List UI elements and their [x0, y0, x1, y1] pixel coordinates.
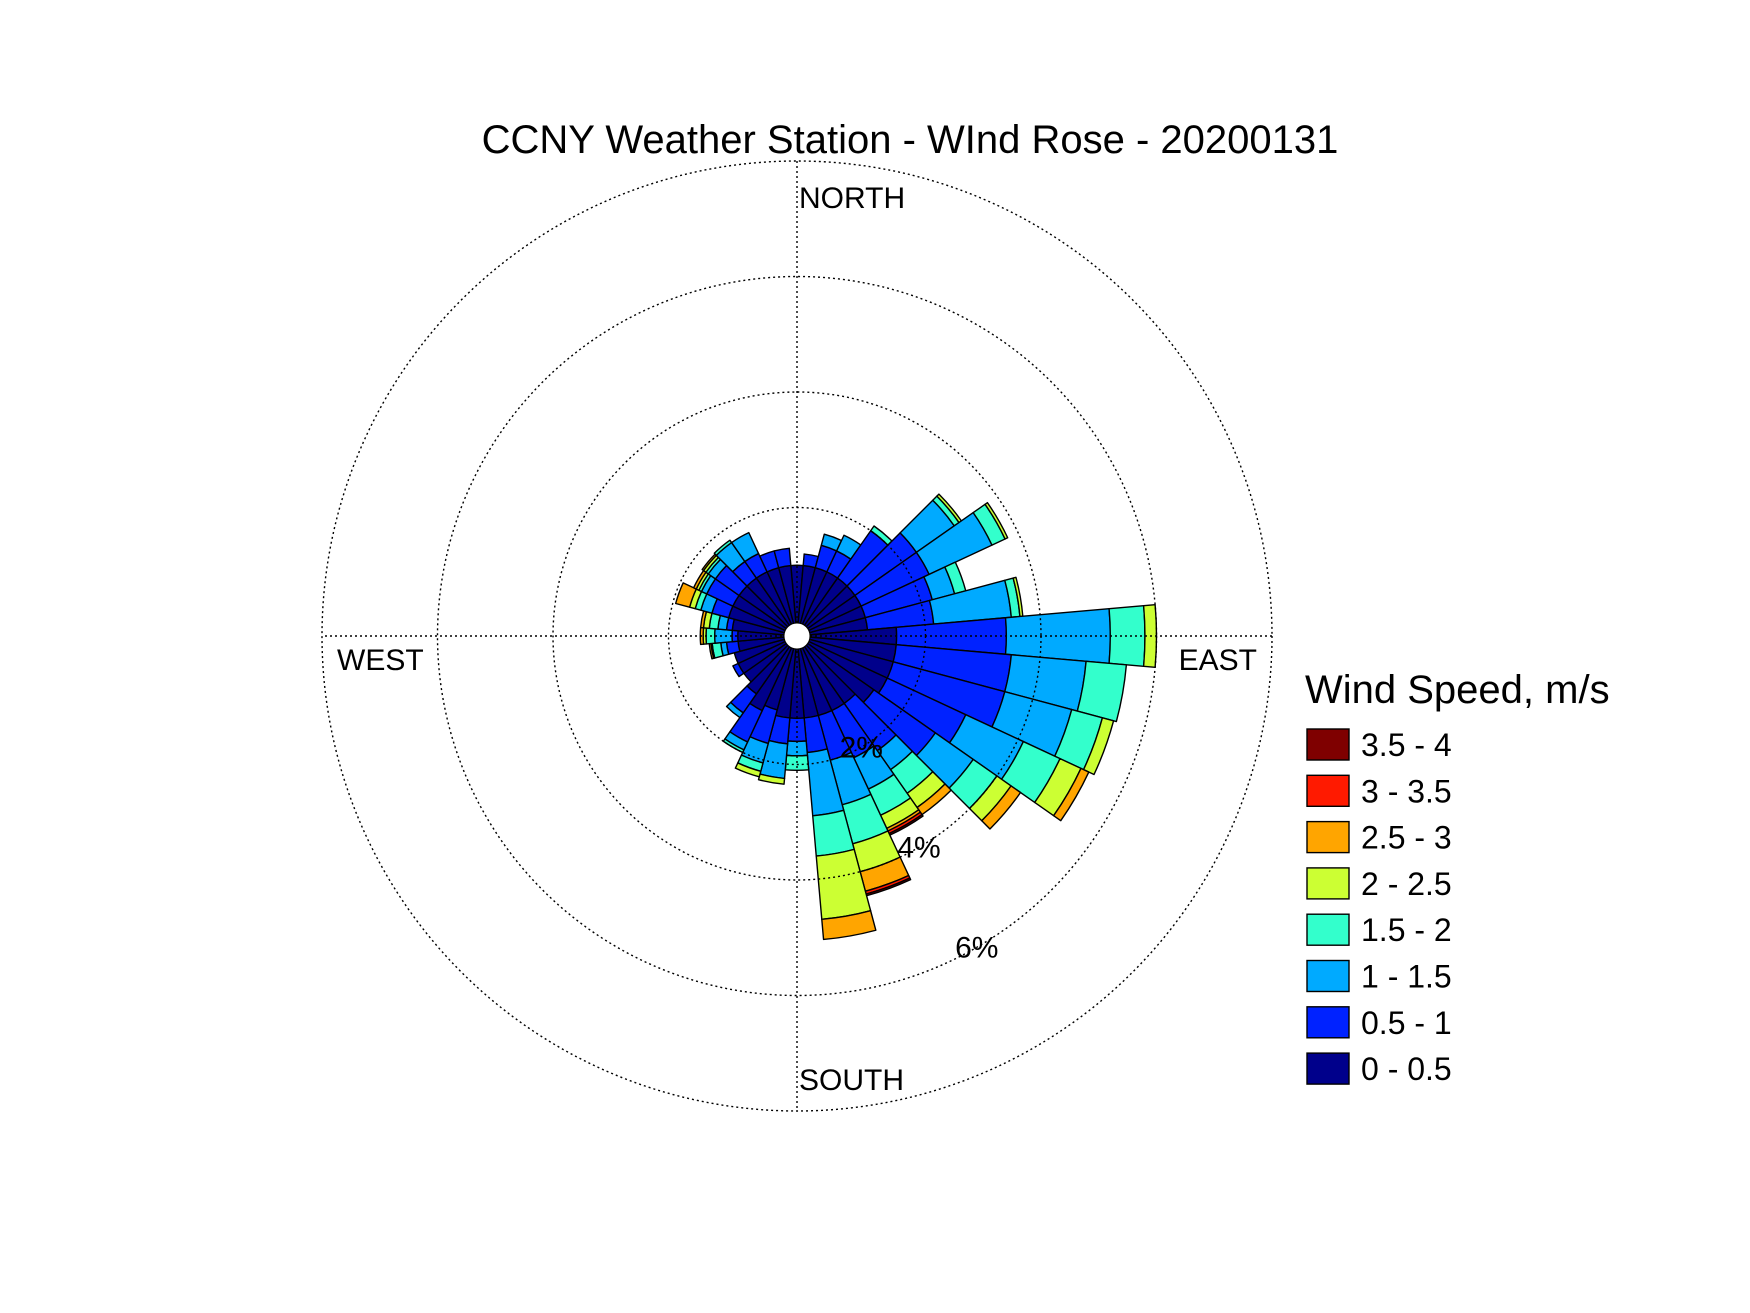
wind-sector-270-bin-2 — [713, 628, 733, 644]
legend-swatch — [1306, 728, 1350, 761]
legend-label: 2.5 - 3 — [1361, 820, 1452, 856]
wind-sector-100-bin-3 — [1076, 660, 1128, 723]
wind-sector-110-bin-4 — [1082, 717, 1115, 776]
center-hole — [783, 622, 811, 650]
wind-sector-90-bin-3 — [1108, 604, 1146, 668]
ring-label-0: 2% — [840, 731, 883, 764]
direction-label-east: EAST — [1179, 644, 1257, 677]
legend-swatch — [1306, 774, 1350, 807]
wind-sector-190-bin-4 — [757, 773, 786, 785]
legend-label: 0 - 0.5 — [1361, 1051, 1452, 1087]
wind-sector-170-bin-5 — [821, 910, 877, 941]
legend-swatch — [1306, 867, 1350, 900]
legend-swatch — [1306, 1052, 1350, 1085]
wind-sector-200-bin-4 — [734, 762, 762, 778]
legend-label: 1.5 - 2 — [1361, 912, 1452, 948]
legend-label: 2 - 2.5 — [1361, 866, 1452, 902]
ring-label-2: 6% — [955, 931, 998, 964]
legend-swatch — [1306, 959, 1350, 993]
legend-label: 3.5 - 4 — [1361, 727, 1452, 763]
legend-label: 0.5 - 1 — [1361, 1005, 1452, 1041]
wind-sector-320-bin-3 — [713, 539, 733, 557]
wind-sector-350-bin-1 — [773, 547, 792, 569]
wind-sector-330-bin-2 — [730, 531, 760, 563]
legend-swatch — [1306, 820, 1350, 854]
wind-sector-240-bin-1 — [732, 662, 745, 678]
chart-title: CCNY Weather Station - WInd Rose - 20200… — [482, 118, 1339, 162]
ring-label-layer: 2% 4% 6% — [840, 731, 999, 964]
legend-label: 1 - 1.5 — [1361, 959, 1452, 995]
direction-label-south: SOUTH — [799, 1064, 904, 1097]
wind-sector-180-bin-2 — [785, 740, 809, 757]
wind-sector-290-bin-5 — [674, 582, 697, 608]
legend-swatch — [1306, 913, 1350, 946]
legend-label: 3 - 3.5 — [1361, 773, 1452, 809]
legend-items: 3.5 - 4 3 - 3.5 2.5 - 3 2 - 2.5 1.5 - 2 1 - 1… — [1306, 727, 1452, 1087]
legend-title: Wind Speed, m/s — [1305, 668, 1610, 712]
legend-swatch — [1306, 1006, 1350, 1039]
legend: Wind Speed, m/s 3.5 - 4 3 - 3.5 2.5 - 3 2 -… — [1305, 668, 1610, 1087]
wind-sector-130-bin-5 — [981, 785, 1022, 830]
wind-sector-60-bin-4 — [984, 501, 1009, 540]
sector-layer — [674, 493, 1158, 941]
direction-label-north: NORTH — [799, 182, 905, 215]
direction-label-west: WEST — [337, 644, 424, 677]
wind-sector-120-bin-5 — [1052, 767, 1090, 822]
wind-sector-220-bin-2 — [725, 701, 744, 719]
ring-label-1: 4% — [897, 831, 940, 864]
